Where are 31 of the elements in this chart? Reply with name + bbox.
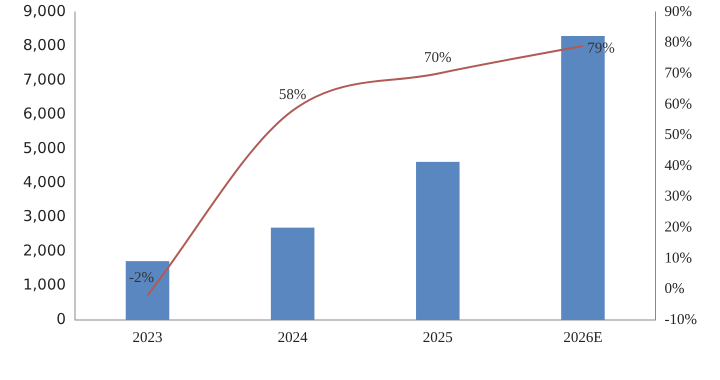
y2-tick-label: 0% [664, 281, 685, 298]
x-tick-label: 2025 [422, 330, 453, 346]
y-tick-label: 8,000 [22, 36, 66, 54]
data-label: -2% [129, 270, 154, 286]
y2-tick-label: 90% [664, 4, 692, 20]
data-label: 58% [278, 86, 306, 103]
y2-tick-label: 60% [664, 96, 692, 112]
bar [416, 162, 460, 320]
y2-tick-label: 10% [664, 250, 692, 266]
y-tick-label: 2,000 [22, 241, 66, 260]
data-label: 70% [424, 50, 452, 66]
y-tick-label: 4,000 [22, 173, 66, 191]
y-tick-label: 7,000 [22, 70, 66, 88]
y-tick-label: 0 [56, 310, 66, 328]
y2-tick-label: 50% [664, 127, 692, 144]
bar [270, 228, 314, 320]
y2-tick-label: -10% [664, 312, 698, 328]
x-tick-label: 2026E [563, 330, 603, 346]
y-tick-label: 1,000 [22, 276, 66, 294]
x-tick-label: 2023 [132, 330, 163, 346]
y2-tick-label: 70% [664, 66, 692, 82]
y2-tick-label: 40% [664, 158, 692, 174]
bar [126, 261, 170, 320]
y-tick-label: 9,000 [22, 2, 66, 20]
y2-tick-label: 20% [664, 220, 692, 236]
y-tick-label: 3,000 [22, 207, 66, 226]
x-tick-label: 2024 [278, 330, 308, 346]
y2-tick-label: 30% [664, 188, 692, 205]
y-tick-label: 5,000 [22, 138, 66, 157]
y-tick-label: 6,000 [22, 104, 66, 123]
y2-tick-label: 80% [664, 34, 692, 51]
